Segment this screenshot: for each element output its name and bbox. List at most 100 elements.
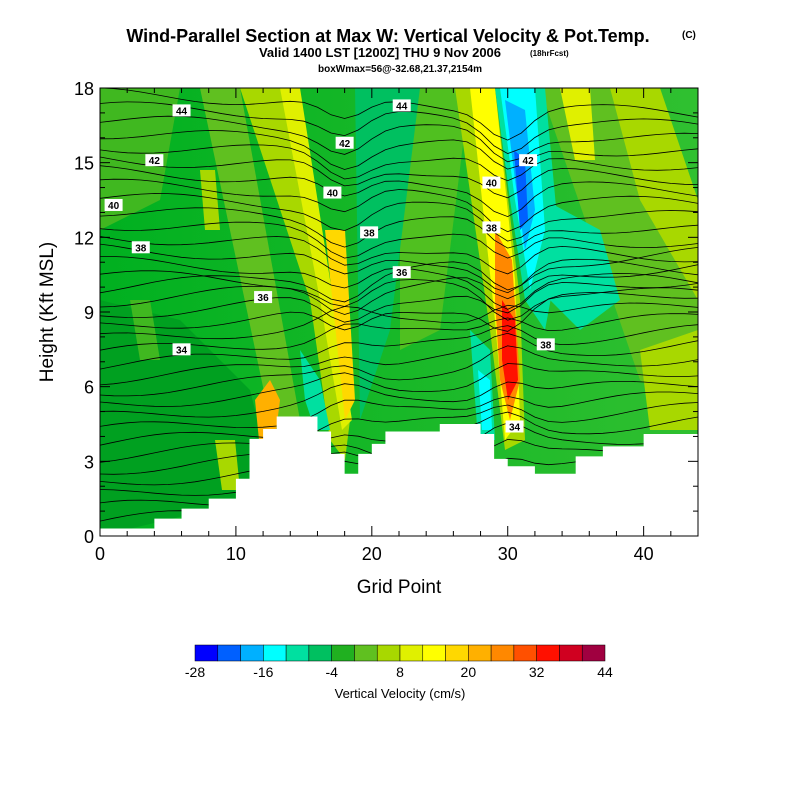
contour-label-box <box>254 291 273 304</box>
y-axis-title: Height (Kft MSL) <box>37 242 58 382</box>
isentrope <box>100 332 698 386</box>
colorbar-swatch <box>354 644 378 662</box>
contour-label-box <box>482 221 501 234</box>
contour-label-box <box>536 338 555 351</box>
contour-label-text: 42 <box>523 156 535 167</box>
colorbar-tick-label: 32 <box>529 664 545 680</box>
contour-label-box <box>335 136 354 149</box>
field-right-yellow <box>560 88 595 160</box>
colorbar-swatch <box>240 644 264 662</box>
y-tick-label: 3 <box>84 452 94 472</box>
colorbar-tick-label: 44 <box>597 664 613 680</box>
isentrope <box>100 144 698 182</box>
downdraft-grid28-core <box>478 370 492 430</box>
field-left-yellowgreen <box>200 170 220 230</box>
contour-label-text: 38 <box>364 228 376 239</box>
contour-label: 42 <box>145 154 164 167</box>
isentrope <box>100 178 698 233</box>
contour-label-box <box>519 154 538 167</box>
contour-label-box <box>360 226 379 239</box>
isentrope <box>100 264 698 315</box>
contour-label: 44 <box>172 104 191 117</box>
y-tick-label: 18 <box>74 79 94 99</box>
colorbar-tick-label: -4 <box>325 664 338 680</box>
x-tick-label: 0 <box>95 544 105 564</box>
chart-title: Wind-Parallel Section at Max W: Vertical… <box>126 26 649 46</box>
isentrope <box>100 324 698 370</box>
updraft-band-right-red <box>502 300 518 400</box>
plot-area: 44 44 42 42 42 40 40 40 38 38 38 38 36 36 34 34 <box>100 88 698 536</box>
field-light-green <box>540 88 698 420</box>
terrain-mask <box>100 416 698 536</box>
contour-label-text: 34 <box>509 422 521 433</box>
x-tick-label: 10 <box>226 544 246 564</box>
x-axis-title: Grid Point <box>357 577 442 598</box>
contour-label-text: 42 <box>149 156 161 167</box>
contour-label: 38 <box>131 241 150 254</box>
chart-subtitle: Valid 1400 LST [1200Z] THU 9 Nov 2006 <box>259 45 501 60</box>
contour-label-text: 44 <box>396 101 408 112</box>
contour-label-text: 34 <box>176 345 188 356</box>
colorbar-swatch <box>217 644 241 662</box>
chart-subtitle-note: (18hrFcst) <box>530 49 569 58</box>
colorbar: -28 -16 -4 8 20 32 44 <box>185 644 613 680</box>
field-light-green <box>200 88 300 420</box>
contour-label-box <box>323 186 342 199</box>
y-tick-label: 12 <box>74 228 94 248</box>
field-right-cyan <box>545 200 620 330</box>
contour-label-text: 40 <box>108 201 120 212</box>
contour-label-text: 38 <box>486 223 498 234</box>
downdraft-band-right-deep <box>514 150 528 230</box>
isentrope <box>100 282 698 323</box>
colorbar-swatch <box>422 644 446 662</box>
colorbar-tick-label: 20 <box>461 664 477 680</box>
contour-label-box <box>392 266 411 279</box>
isentrope <box>100 391 698 429</box>
colorbar-swatch <box>536 644 560 662</box>
isentrope <box>100 236 698 275</box>
contour-label: 36 <box>254 291 273 304</box>
chart-subtitle2: boxWmax=56@-32.68,21.37,2154m <box>318 64 482 75</box>
field-right-low-yellowgreen <box>640 330 698 430</box>
contour-label: 40 <box>323 186 342 200</box>
colorbar-swatch <box>263 644 287 662</box>
isentrope <box>100 243 698 294</box>
contour-label-text: 38 <box>540 340 552 351</box>
contour-label: 38 <box>360 226 379 239</box>
isentrope <box>100 130 698 170</box>
contour-label: 34 <box>172 343 191 356</box>
colorbar-swatch <box>513 644 537 662</box>
isentrope <box>100 221 698 259</box>
contour-label-box <box>145 154 164 167</box>
contour-label-box <box>131 241 150 254</box>
isentrope <box>100 363 698 407</box>
colorbar-swatch <box>194 644 219 662</box>
contour-label-text: 38 <box>135 243 147 254</box>
colorbar-tick-label: 8 <box>396 664 404 680</box>
contour-label: 40 <box>482 176 501 190</box>
colorbar-swatch <box>581 644 606 662</box>
colorbar-swatch <box>399 644 424 662</box>
contour-label-text: 40 <box>327 189 339 200</box>
x-tick-label: 40 <box>634 544 654 564</box>
field-lee-green <box>355 88 420 420</box>
colorbar-tick-label: -28 <box>185 664 205 680</box>
isentrope <box>100 345 698 397</box>
downdraft-grid16 <box>300 350 330 430</box>
contour-label-text: 40 <box>486 179 498 190</box>
field-light-green <box>100 88 180 230</box>
y-tick-label: 9 <box>84 303 94 323</box>
y-tick-label: 6 <box>84 378 94 398</box>
isentrope <box>100 313 698 351</box>
contour-label-text: 42 <box>339 139 351 150</box>
x-tick-label: 30 <box>498 544 518 564</box>
isentrope <box>100 270 698 321</box>
contour-label: 38 <box>536 338 555 351</box>
isentrope <box>100 381 698 418</box>
contour-label-box <box>172 104 191 117</box>
colorbar-swatch <box>285 644 310 662</box>
isentrope <box>100 156 698 199</box>
contour-label: 34 <box>505 420 524 433</box>
